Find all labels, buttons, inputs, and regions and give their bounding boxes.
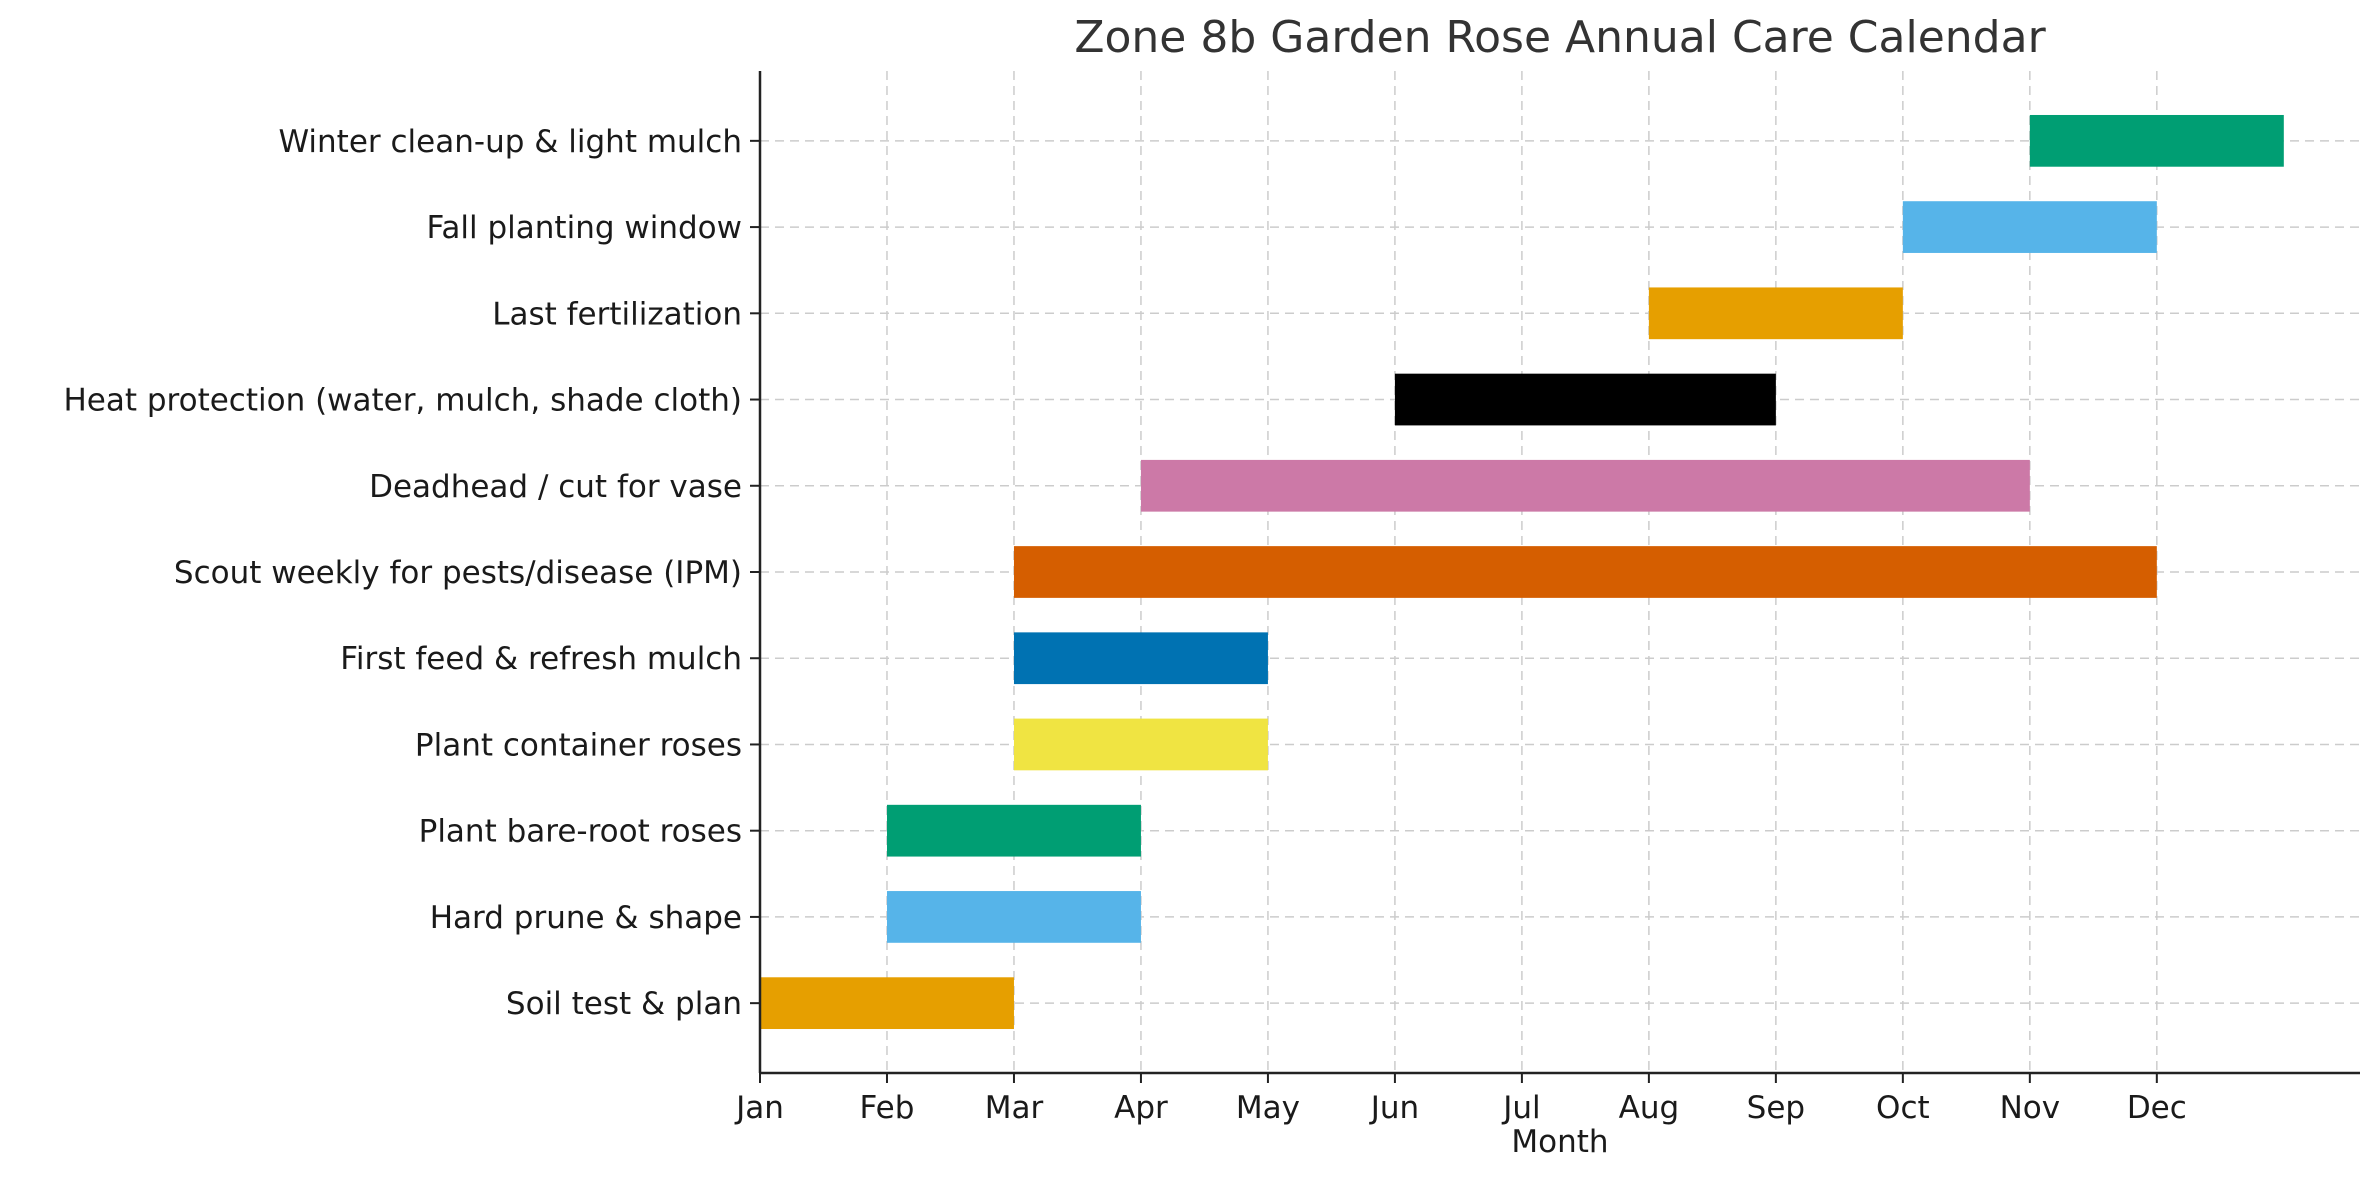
x-tick-label: Jan [734, 1090, 784, 1126]
y-tick-label: Soil test & plan [506, 986, 742, 1022]
task-bar [1648, 287, 1903, 340]
x-tick-label: Nov [2000, 1090, 2061, 1126]
task-bar [2029, 114, 2284, 167]
task-bar [1013, 632, 1268, 685]
x-tick-label: May [1236, 1090, 1300, 1126]
task-bar [886, 891, 1141, 943]
y-tick-label: Plant bare-root roses [419, 814, 742, 850]
task-bar [886, 804, 1141, 857]
y-tick-label: Last fertilization [492, 296, 742, 332]
x-tick-label: Jun [1369, 1090, 1419, 1126]
x-tick-label: Mar [985, 1090, 1044, 1126]
task-bar [1013, 718, 1268, 771]
y-tick-label: Winter clean-up & light mulch [278, 124, 742, 160]
x-tick-label: Jul [1501, 1090, 1540, 1126]
y-tick-label: Hard prune & shape [430, 900, 742, 936]
x-tick-label: Apr [1114, 1090, 1168, 1126]
y-tick-label: Fall planting window [426, 210, 742, 246]
y-tick-label: First feed & refresh mulch [340, 641, 742, 677]
x-tick-label: Aug [1619, 1090, 1680, 1126]
y-tick-label: Plant container roses [415, 727, 742, 763]
task-bar [1140, 459, 2030, 512]
x-tick-label: Sep [1747, 1090, 1805, 1126]
task-bar [1902, 201, 2157, 253]
task-bar [760, 977, 1014, 1030]
y-tick-label: Heat protection (water, mulch, shade clo… [63, 383, 742, 419]
x-axis-label: Month [1511, 1124, 1608, 1160]
y-tick-label: Deadhead / cut for vase [369, 469, 742, 505]
task-bar [1394, 373, 1776, 426]
chart-title: Zone 8b Garden Rose Annual Care Calendar [1074, 12, 2046, 63]
x-tick-label: Dec [2127, 1090, 2187, 1126]
y-tick-label: Scout weekly for pests/disease (IPM) [174, 555, 742, 591]
task-bar [1013, 546, 2157, 598]
x-tick-label: Oct [1876, 1090, 1930, 1126]
x-tick-label: Feb [860, 1090, 915, 1126]
